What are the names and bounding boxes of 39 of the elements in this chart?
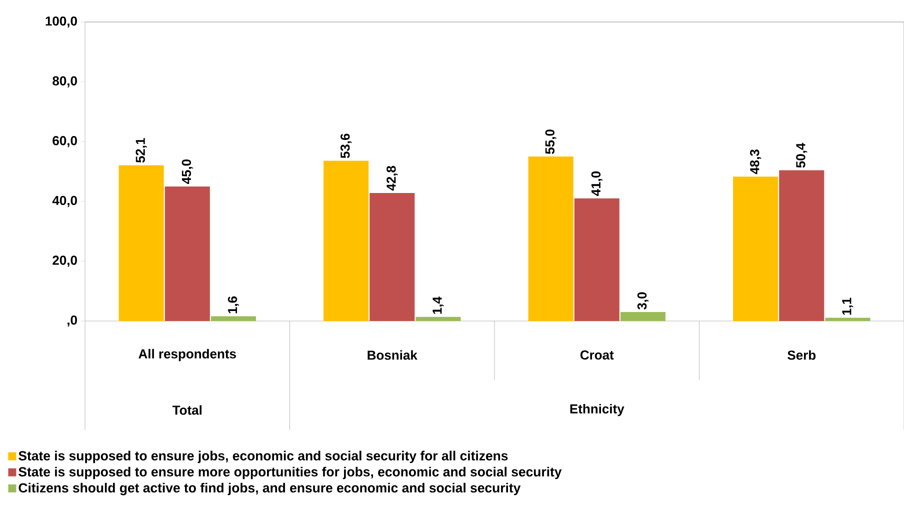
text: Total bbox=[172, 405, 202, 415]
text: Ethnicity bbox=[570, 404, 624, 416]
legend-label: State is supposed to ensure jobs, economic and social security for all citizens bbox=[18, 450, 508, 464]
data-label: 42,8 bbox=[386, 166, 398, 191]
data-label: 52,1 bbox=[136, 138, 147, 163]
y-tick-label: 20,0 bbox=[52, 256, 77, 267]
bar bbox=[118, 165, 164, 321]
bar bbox=[779, 170, 824, 321]
y-tick-label: 40,0 bbox=[52, 196, 77, 207]
bar bbox=[620, 312, 666, 321]
bar bbox=[528, 156, 574, 321]
data-label: 1,6 bbox=[228, 296, 239, 314]
x-tick-label: Bosniak bbox=[368, 350, 418, 360]
data-label: 48,3 bbox=[750, 150, 762, 174]
data-label: 53,6 bbox=[340, 134, 352, 158]
bar bbox=[574, 198, 620, 321]
y-tick-label: 80,0 bbox=[52, 76, 77, 88]
x-tick-label: Croat bbox=[580, 350, 614, 360]
data-label: 55,0 bbox=[545, 130, 556, 154]
data-label: 1,1 bbox=[842, 298, 854, 315]
data-label: 3,0 bbox=[637, 292, 648, 310]
data-label: 50,4 bbox=[796, 142, 808, 168]
legend-label: State is supposed to ensure more opportunities for jobs, economic and social security bbox=[18, 466, 562, 480]
data-label: 45,0 bbox=[182, 159, 193, 184]
bar bbox=[825, 318, 870, 321]
x-tick-label: All respondents bbox=[138, 348, 236, 362]
y-tick-label: ,0 bbox=[68, 315, 77, 327]
bar bbox=[324, 160, 369, 321]
y-tick-label: 60,0 bbox=[52, 136, 77, 148]
bar bbox=[210, 316, 256, 321]
legend-label: Citizens should get active to find jobs, and ensure economic and social security bbox=[18, 482, 521, 496]
data-label: 41,0 bbox=[591, 171, 602, 196]
y-tick-label: 100,0 bbox=[46, 16, 77, 28]
bar bbox=[416, 316, 461, 321]
x-tick-label: Serb bbox=[788, 350, 816, 360]
bar bbox=[164, 186, 210, 321]
bar bbox=[370, 193, 415, 321]
bar bbox=[733, 176, 778, 321]
data-label: 1,4 bbox=[432, 296, 444, 314]
